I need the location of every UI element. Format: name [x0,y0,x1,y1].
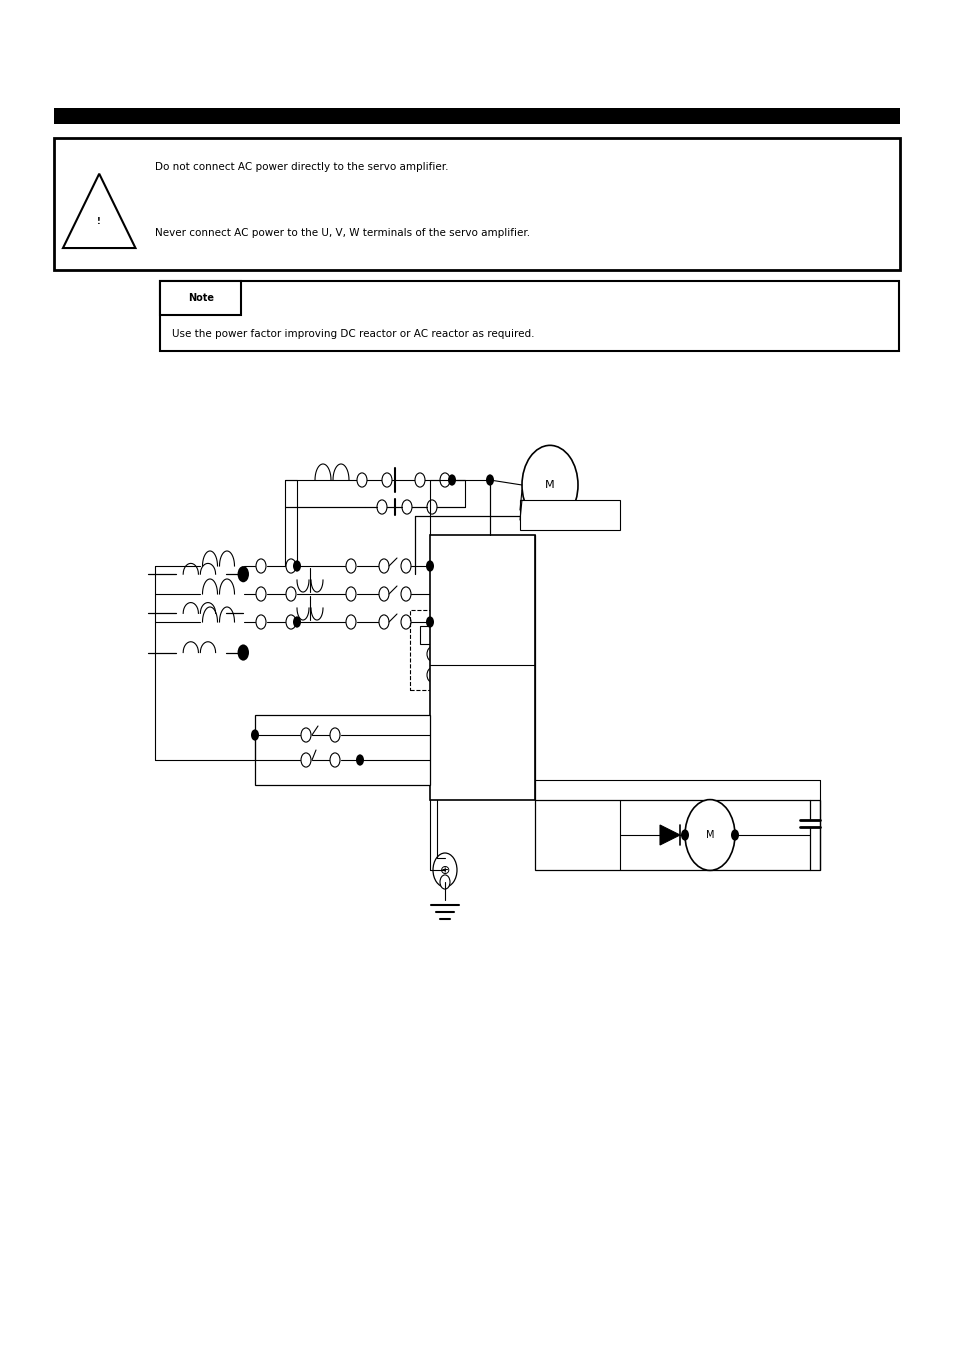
Bar [519,500,619,530]
Circle shape [448,474,456,485]
Circle shape [427,500,436,515]
Circle shape [378,615,389,630]
Text: M: M [705,830,714,840]
Circle shape [346,559,355,573]
Circle shape [286,586,295,601]
Text: Do not connect AC power directly to the servo amplifier.: Do not connect AC power directly to the … [154,162,448,172]
Bar [160,281,898,351]
Circle shape [286,559,295,573]
Bar [160,281,241,315]
Text: Never connect AC power to the U, V, W terminals of the servo amplifier.: Never connect AC power to the U, V, W te… [154,228,529,238]
Text: M: M [544,480,555,490]
Bar [54,108,899,124]
Circle shape [356,473,367,488]
Circle shape [346,586,355,601]
Circle shape [730,830,739,840]
Circle shape [400,615,411,630]
Circle shape [293,616,301,628]
Circle shape [439,875,450,889]
Circle shape [680,830,688,840]
Circle shape [426,561,434,571]
Circle shape [376,500,387,515]
Text: Use the power factor improving DC reactor or AC reactor as required.: Use the power factor improving DC reacto… [172,328,534,339]
Text: ⊕: ⊕ [439,863,450,877]
Circle shape [415,473,424,488]
Circle shape [255,586,266,601]
Circle shape [255,615,266,630]
Polygon shape [63,174,135,249]
Circle shape [400,559,411,573]
Circle shape [255,559,266,573]
Bar [535,800,820,870]
Circle shape [427,667,436,682]
Bar [54,138,899,270]
Circle shape [293,561,301,571]
Circle shape [433,852,456,888]
Circle shape [301,728,311,742]
Circle shape [401,500,412,515]
Text: Note: Note [188,293,213,303]
Circle shape [521,446,578,524]
Circle shape [330,728,339,742]
Circle shape [378,586,389,601]
Circle shape [355,754,364,766]
Bar [410,611,455,690]
Circle shape [378,559,389,573]
Circle shape [684,800,734,870]
Circle shape [286,615,295,630]
Circle shape [301,753,311,767]
Circle shape [485,474,494,485]
Circle shape [237,566,249,582]
Circle shape [439,473,450,488]
Circle shape [381,473,392,488]
Circle shape [330,753,339,767]
Circle shape [237,644,249,661]
Circle shape [251,730,258,740]
Bar [254,715,430,785]
Bar [430,535,535,800]
Text: !: ! [97,218,101,226]
Circle shape [346,615,355,630]
Bar [419,626,444,644]
Polygon shape [659,825,679,844]
Circle shape [426,616,434,628]
Circle shape [427,647,436,661]
Circle shape [400,586,411,601]
